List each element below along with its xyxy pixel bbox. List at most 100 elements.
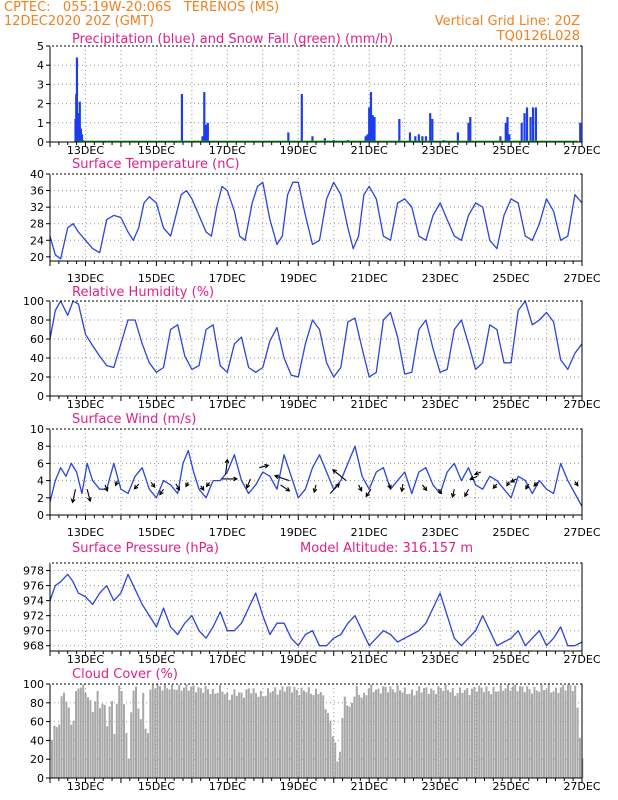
cloud-bar <box>233 689 236 778</box>
cloud-bar <box>274 687 277 778</box>
y-tick-label: 0 <box>37 772 44 785</box>
cloud-bar <box>60 696 63 778</box>
cloud-bar <box>461 692 464 778</box>
precip-bar <box>523 113 526 142</box>
x-tick-label: 17DEC <box>209 272 246 285</box>
cloud-bar <box>286 686 289 778</box>
x-tick-label: 21DEC <box>351 144 388 157</box>
precip-bar <box>300 94 303 142</box>
cloud-bar <box>264 695 267 778</box>
cloud-bar <box>391 689 394 778</box>
cloud-bar <box>562 684 565 778</box>
x-tick-label: 19DEC <box>280 398 317 411</box>
cloud-bar <box>271 691 274 778</box>
cloud-bar <box>190 686 193 778</box>
x-tick-label: 25DEC <box>493 780 530 793</box>
cloud-bar <box>437 686 440 778</box>
cloud-bar <box>329 720 332 778</box>
cloud-bar <box>259 690 262 778</box>
cloud-bar <box>384 686 387 778</box>
wind-arrow <box>357 484 363 492</box>
cloud-bar <box>351 702 353 778</box>
x-tick-label: 15DEC <box>138 144 175 157</box>
precip-bar <box>201 136 204 142</box>
y-tick-label: 968 <box>23 640 44 653</box>
wind-arrow <box>159 488 164 496</box>
x-tick-label: 19DEC <box>280 526 317 539</box>
cloud-bar <box>497 691 500 778</box>
panel-frame <box>49 428 583 516</box>
wind-arrow <box>533 481 539 487</box>
cloud-bar <box>550 692 553 778</box>
y-tick-label: 0 <box>37 136 44 149</box>
precip-bar <box>467 122 470 142</box>
y-tick-label: 100 <box>23 295 44 308</box>
precip-bar <box>429 113 432 142</box>
panel-4: 968 970 972 974 976 978 <box>23 563 583 656</box>
cloud-bar <box>363 692 365 778</box>
x-tick-label: 21DEC <box>351 272 388 285</box>
x-tick-label: 27DEC <box>563 398 600 411</box>
wind-arrow <box>224 458 230 475</box>
precip-bar <box>421 136 424 142</box>
x-tick-label: 21DEC <box>351 526 388 539</box>
panel-frame <box>49 45 583 143</box>
cloud-bar <box>231 694 233 778</box>
cloud-bar <box>257 696 260 778</box>
wind-arrow <box>525 483 530 490</box>
y-tick-label: 60 <box>30 333 44 346</box>
cloud-bar <box>156 684 159 778</box>
cloud-bar <box>240 692 243 778</box>
cloud-bar <box>502 690 505 778</box>
precip-bar <box>408 132 412 142</box>
cloud-bar <box>519 686 521 778</box>
cloud-bar <box>377 688 380 778</box>
wind-arrow <box>510 478 517 483</box>
cloud-bar <box>514 684 517 778</box>
wind-arrow <box>150 481 156 488</box>
y-tick-label: 2 <box>37 98 44 111</box>
cloud-bar <box>346 705 349 778</box>
cloud-bar <box>516 691 519 778</box>
x-tick-label: 13DEC <box>67 780 104 793</box>
cloud-bar <box>478 685 481 778</box>
x-tick-label: 23DEC <box>422 780 459 793</box>
cloud-bar <box>355 686 358 778</box>
cloud-bar <box>226 692 229 778</box>
wind-arrow <box>464 488 469 498</box>
cloud-bar <box>439 688 442 778</box>
x-tick-label: 25DEC <box>493 398 530 411</box>
cloud-bar <box>216 692 219 778</box>
cloud-bar <box>375 689 377 778</box>
cloud-bar <box>238 692 241 778</box>
y-tick-label: 20 <box>30 251 44 264</box>
cloud-bar <box>535 690 538 778</box>
cloud-bar <box>574 685 577 778</box>
humidity-line <box>49 300 583 378</box>
x-tick-label: 15DEC <box>138 653 175 666</box>
x-tick-label: 21DEC <box>351 398 388 411</box>
y-tick-label: 4 <box>37 59 44 72</box>
y-tick-label: 20 <box>30 753 44 766</box>
x-tick-label: 17DEC <box>209 398 246 411</box>
precip-bar <box>469 117 472 142</box>
wind-arrow <box>574 481 579 487</box>
cloud-bar <box>559 687 562 778</box>
cloud-bar <box>327 713 329 778</box>
wind-arrow <box>473 470 482 476</box>
cloud-bar <box>420 692 423 778</box>
cloud-bar <box>483 692 485 778</box>
cloud-bar <box>91 711 94 778</box>
cloud-bar <box>151 684 154 778</box>
x-tick-label: 13DEC <box>67 144 104 157</box>
x-tick-label: 23DEC <box>422 144 459 157</box>
cloud-bar <box>569 685 572 778</box>
y-tick-label: 0 <box>37 509 44 522</box>
cloud-bar <box>111 701 113 778</box>
cloud-bar <box>507 684 509 778</box>
cloud-bar <box>435 694 437 778</box>
cloud-bar <box>183 687 185 778</box>
precip-bar <box>75 57 79 142</box>
panel-frame <box>49 173 583 262</box>
wind-arrow <box>492 483 498 490</box>
